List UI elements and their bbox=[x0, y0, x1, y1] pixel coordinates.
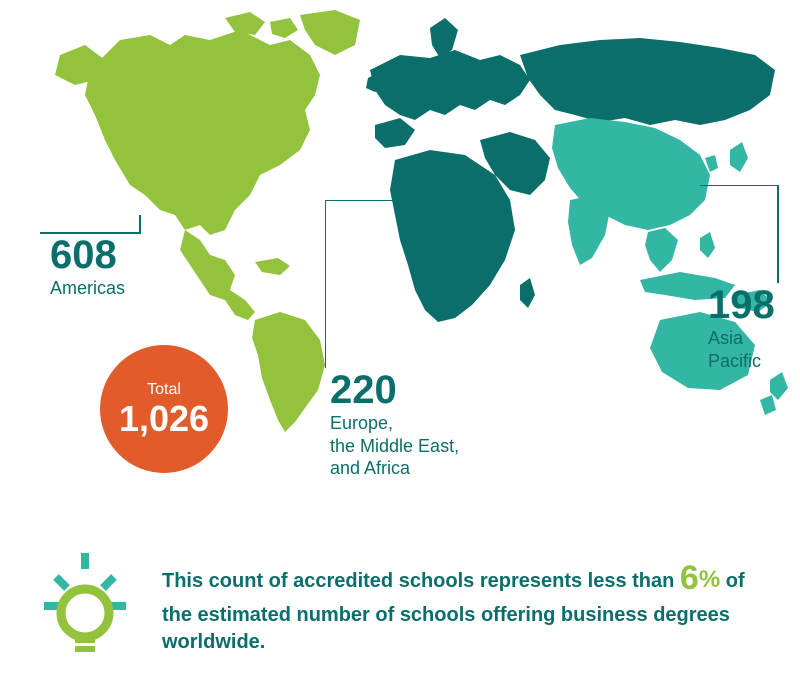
callout-asia: 198 Asia Pacific bbox=[708, 285, 775, 372]
callout-americas-value: 608 bbox=[50, 235, 125, 275]
callout-americas: 608 Americas bbox=[50, 235, 125, 300]
footnote-percent: 6 bbox=[680, 559, 699, 597]
callout-asia-label: Asia Pacific bbox=[708, 327, 775, 372]
callout-emea-label: Europe, the Middle East, and Africa bbox=[330, 412, 459, 480]
footer-text: This count of accredited schools represe… bbox=[162, 556, 770, 656]
total-label: Total bbox=[147, 381, 181, 399]
callout-americas-label: Americas bbox=[50, 277, 125, 300]
callout-asia-value: 198 bbox=[708, 285, 775, 325]
footnote-percent-sign: % bbox=[699, 566, 720, 593]
callout-emea-value: 220 bbox=[330, 370, 459, 410]
total-value: 1,026 bbox=[119, 401, 209, 437]
callout-emea: 220 Europe, the Middle East, and Africa bbox=[330, 370, 459, 480]
footer: This count of accredited schools represe… bbox=[30, 551, 770, 661]
total-circle: Total 1,026 bbox=[100, 345, 228, 473]
lightbulb-icon bbox=[30, 551, 140, 661]
footnote-before: This count of accredited schools represe… bbox=[162, 570, 680, 592]
